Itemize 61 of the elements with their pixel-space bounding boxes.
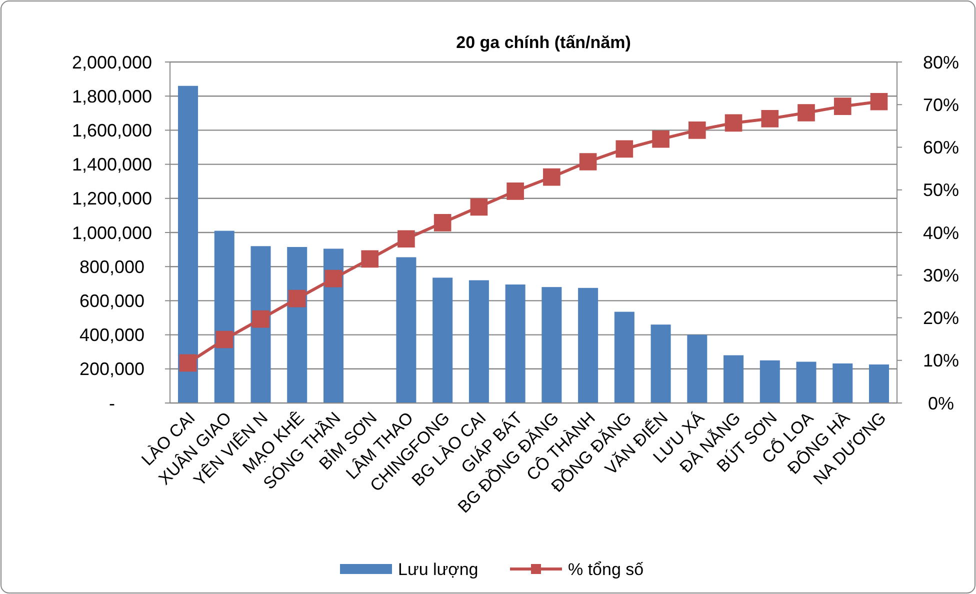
y-tick-label: 200,000 — [79, 359, 145, 380]
point — [579, 153, 597, 170]
y-tick-label: 1,000,000 — [72, 222, 152, 243]
bar — [505, 284, 526, 403]
y-tick-label: 600,000 — [79, 291, 145, 311]
bar — [432, 278, 453, 403]
bar — [614, 312, 634, 403]
y2-tick-label: 20% — [922, 308, 960, 328]
point — [252, 310, 270, 328]
bar — [323, 248, 344, 403]
point — [543, 168, 560, 186]
bar — [287, 246, 308, 403]
point — [361, 250, 379, 268]
legend-label: % tổng số — [568, 560, 644, 579]
bar — [687, 334, 708, 403]
legend-label: Lưu lượng — [398, 560, 478, 579]
point — [470, 198, 488, 216]
point — [870, 92, 888, 110]
y2-tick-label: 70% — [922, 94, 960, 115]
y-tick-label: 2,000,000 — [72, 52, 152, 72]
point — [324, 270, 342, 288]
bar — [650, 324, 671, 403]
y2-tick-label: 50% — [922, 180, 960, 200]
y-tick-label: 400,000 — [79, 325, 145, 346]
bar — [468, 280, 489, 403]
point — [179, 354, 197, 372]
bar — [796, 362, 816, 403]
y2-tick-label: 80% — [922, 52, 960, 72]
point — [616, 140, 634, 158]
point — [506, 182, 524, 200]
point — [761, 110, 779, 128]
y-tick-label: 1,800,000 — [72, 86, 152, 106]
point — [798, 104, 815, 122]
point — [398, 230, 415, 248]
point — [216, 330, 234, 348]
chart-title: 20 ga chính (tấn/năm) — [456, 33, 631, 52]
y-tick-label: 1,200,000 — [72, 188, 152, 209]
y2-tick-label: 10% — [922, 350, 960, 371]
bar — [760, 360, 780, 403]
point — [834, 98, 852, 115]
bar — [724, 355, 744, 403]
y-tick-label: - — [109, 393, 115, 414]
bar — [868, 364, 889, 403]
y2-tick-label: 0% — [928, 393, 954, 414]
y-tick-label: 800,000 — [79, 256, 145, 277]
bar — [542, 287, 562, 403]
point — [288, 290, 306, 308]
point — [688, 122, 706, 139]
bar — [214, 230, 234, 403]
point — [724, 114, 742, 132]
bar — [396, 257, 416, 403]
y2-tick-label: 60% — [922, 138, 960, 158]
point — [652, 130, 670, 148]
point — [434, 214, 452, 232]
y2-tick-label: 40% — [922, 222, 960, 243]
bar — [578, 288, 598, 403]
bar — [178, 86, 198, 403]
y2-tick-label: 30% — [922, 265, 960, 286]
y-tick-label: 1,600,000 — [72, 120, 152, 140]
bar — [832, 363, 853, 403]
y-tick-label: 1,400,000 — [72, 154, 152, 175]
